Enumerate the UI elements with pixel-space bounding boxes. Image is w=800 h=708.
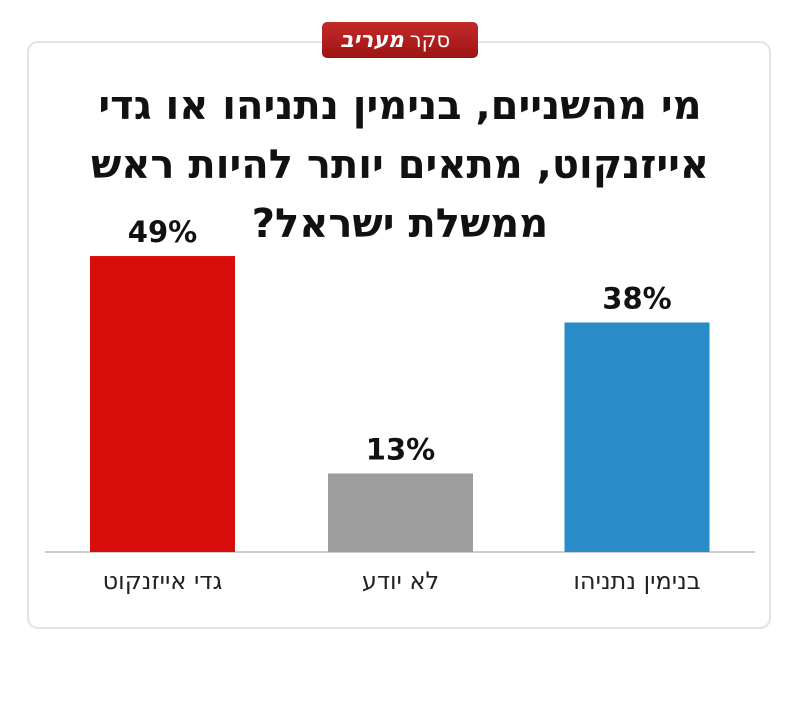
x-tick-label: לא יודע: [362, 567, 439, 595]
value-label: 49%: [128, 215, 197, 249]
chart-title-line: ממשלת ישראל?: [252, 201, 548, 247]
x-tick-label: גדי אייזנקוט: [103, 567, 223, 595]
x-tick-label: בנימין נתניהו: [573, 567, 700, 595]
chart-title-line: אייזנקוט, מתאים יותר להיות ראש: [91, 142, 709, 188]
chart-title-line: מי מהשניים, בנימין נתניהו או גדי: [98, 83, 701, 129]
value-label: 38%: [602, 281, 671, 315]
source-badge: [322, 22, 478, 58]
bar: [90, 256, 235, 552]
bar: [564, 322, 710, 552]
bar: [328, 473, 473, 552]
value-label: 13%: [366, 432, 435, 466]
source-label: סקר: [410, 28, 450, 52]
source-name: מעריב: [340, 28, 405, 53]
